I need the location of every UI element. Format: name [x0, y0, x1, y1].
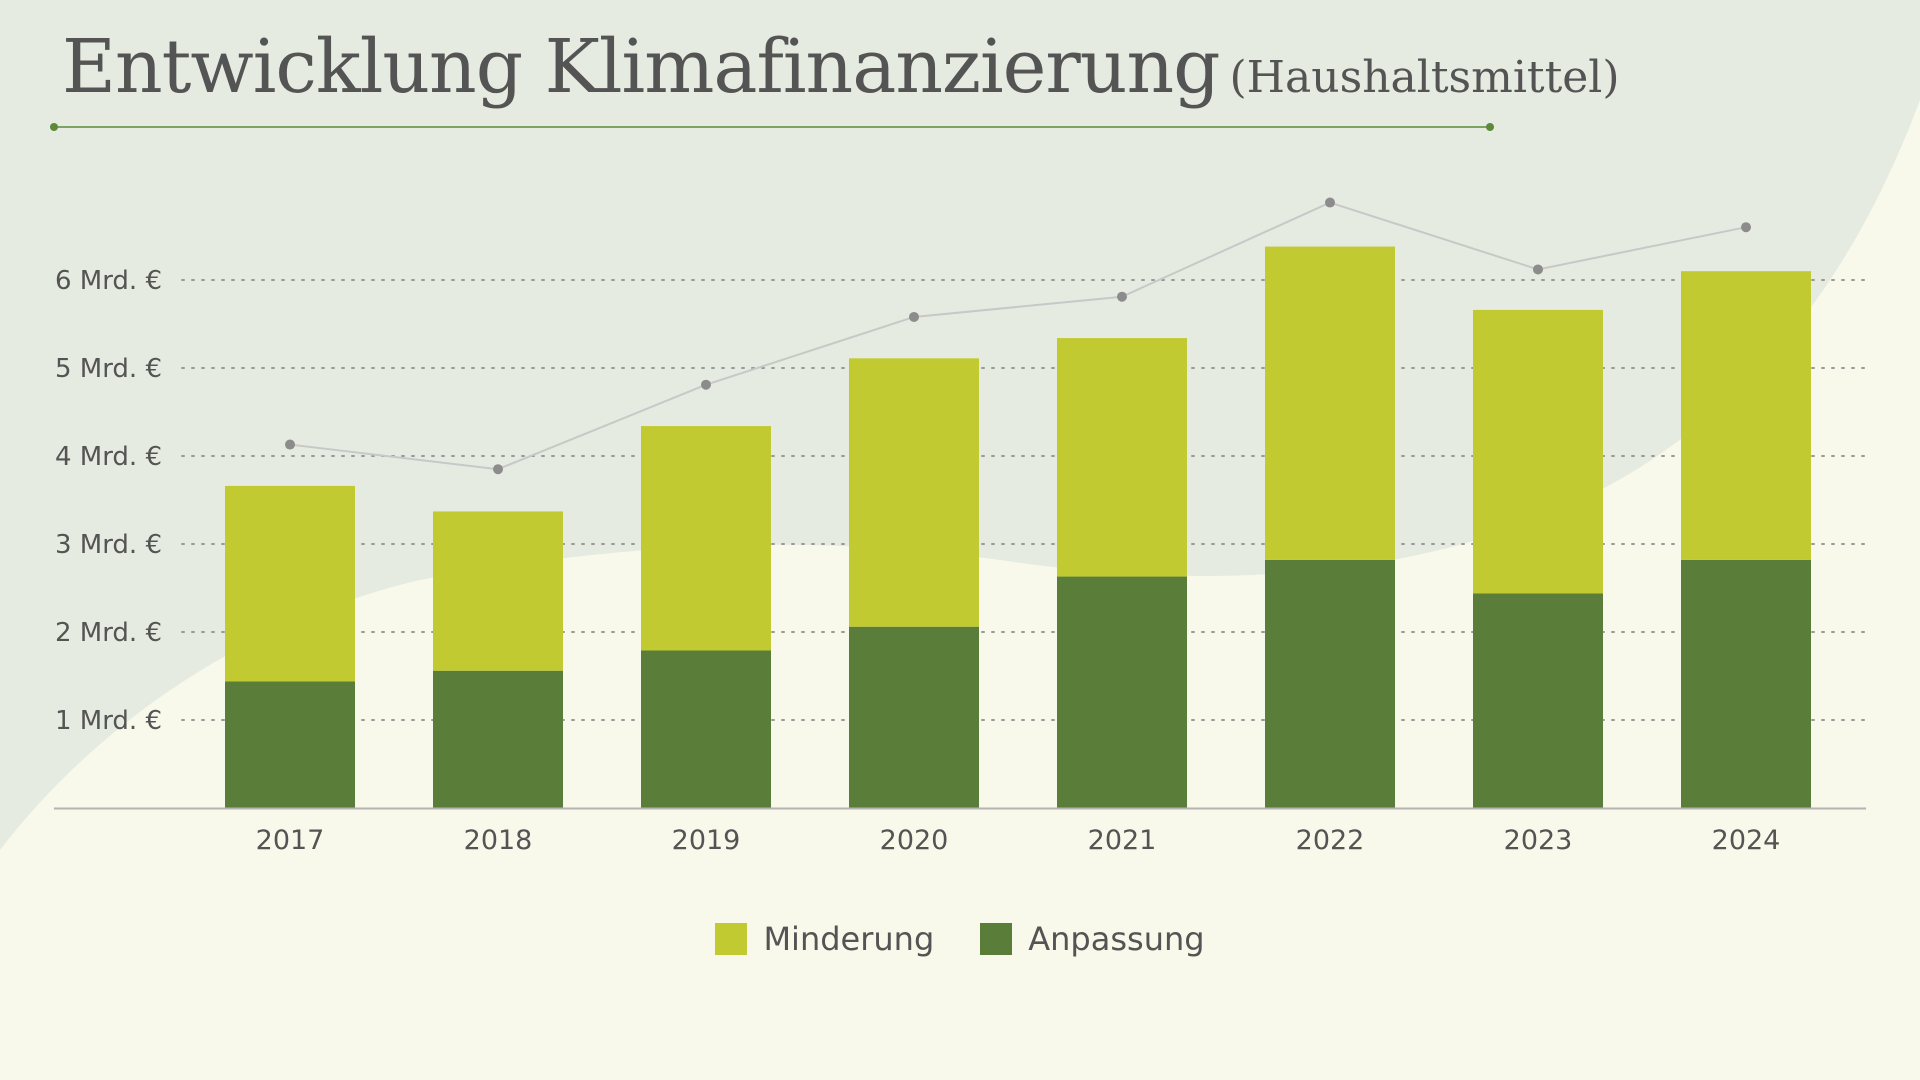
bar-anpassung-2017 — [225, 681, 355, 808]
bars — [225, 246, 1811, 808]
total-point-2020 — [909, 311, 919, 322]
legend-item-anpassung: Anpassung — [980, 920, 1205, 958]
bar-minderung-2023 — [1473, 309, 1603, 594]
y-tick-label: 5 Mrd. € — [55, 354, 162, 384]
bar-anpassung-2020 — [849, 626, 979, 808]
chart-title-main: Entwicklung Klimafinanzierung — [62, 24, 1220, 110]
bar-anpassung-2024 — [1681, 559, 1811, 808]
total-point-2019 — [701, 379, 711, 390]
legend-label-anpassung: Anpassung — [1028, 920, 1205, 958]
total-point-2018 — [493, 464, 503, 475]
legend-swatch-minderung — [715, 923, 748, 955]
bar-minderung-2018 — [433, 511, 563, 671]
x-tick-label-2024: 2024 — [1712, 825, 1781, 856]
total-line — [285, 197, 1751, 475]
bar-anpassung-2023 — [1473, 593, 1603, 808]
y-tick-label: 6 Mrd. € — [55, 266, 162, 296]
total-point-2017 — [285, 439, 295, 450]
legend: Minderung Anpassung — [0, 920, 1920, 958]
title-rule-dot-right — [1486, 123, 1494, 131]
total-point-2024 — [1741, 222, 1751, 233]
bar-anpassung-2021 — [1057, 576, 1187, 808]
x-tick-label-2021: 2021 — [1088, 825, 1157, 856]
x-axis-ticks: 2017 2018 2019 2020 2021 2022 2023 2024 — [256, 825, 1781, 856]
y-tick-label: 3 Mrd. € — [55, 530, 162, 560]
x-tick-label-2019: 2019 — [672, 825, 741, 856]
legend-item-minderung: Minderung — [715, 920, 934, 958]
title-rule-dot-left — [50, 123, 58, 131]
chart-title: Entwicklung Klimafinanzierung (Haushaltsm… — [62, 24, 1620, 110]
legend-swatch-anpassung — [980, 923, 1013, 955]
x-tick-label-2022: 2022 — [1296, 825, 1365, 856]
bar-anpassung-2019 — [641, 650, 771, 808]
total-point-2021 — [1117, 291, 1127, 302]
bar-minderung-2017 — [225, 485, 355, 682]
total-point-2022 — [1325, 197, 1335, 208]
y-tick-label: 4 Mrd. € — [55, 442, 162, 472]
x-tick-label-2020: 2020 — [880, 825, 949, 856]
bar-minderung-2020 — [849, 358, 979, 627]
bar-minderung-2022 — [1265, 246, 1395, 560]
bar-minderung-2024 — [1681, 271, 1811, 560]
y-axis-ticks: 1 Mrd. € 2 Mrd. € 3 Mrd. € 4 Mrd. € 5 Mrd. €… — [55, 266, 162, 736]
x-tick-label-2023: 2023 — [1504, 825, 1573, 856]
title-rule — [50, 123, 1494, 131]
y-tick-label: 2 Mrd. € — [55, 618, 162, 648]
chart-title-sub: (Haushaltsmittel) — [1229, 52, 1620, 103]
bar-anpassung-2018 — [433, 670, 563, 808]
total-point-2023 — [1533, 264, 1543, 275]
bar-minderung-2019 — [641, 426, 771, 651]
total-line-path — [289, 201, 1747, 471]
x-tick-label-2018: 2018 — [464, 825, 533, 856]
legend-label-minderung: Minderung — [763, 920, 935, 958]
bar-minderung-2021 — [1057, 338, 1187, 577]
y-tick-label: 1 Mrd. € — [55, 706, 162, 736]
x-tick-label-2017: 2017 — [256, 825, 325, 856]
bar-anpassung-2022 — [1265, 559, 1395, 808]
